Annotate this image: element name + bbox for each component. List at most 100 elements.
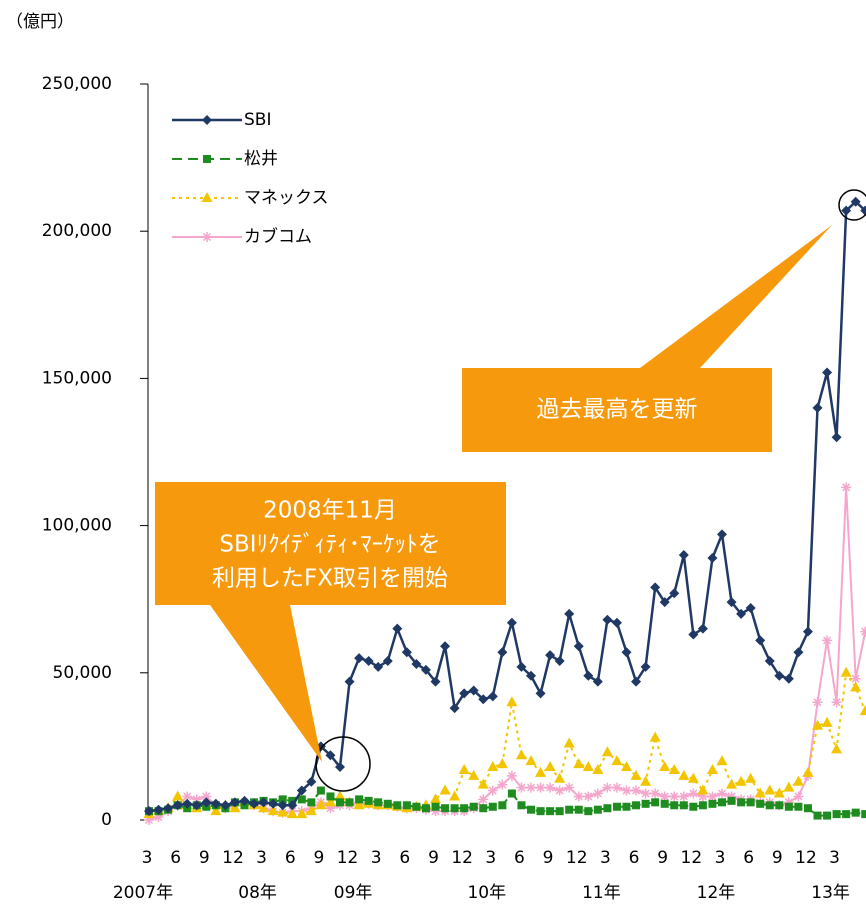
data-point [850,196,861,207]
data-point [325,750,336,761]
data-point [468,685,479,696]
data-point [707,791,718,802]
data-point [421,804,430,813]
data-point [324,796,336,807]
callout [462,225,832,452]
data-point [584,807,593,816]
unit-label: （億円） [6,12,74,32]
data-point [812,402,823,413]
data-point [621,785,632,796]
data-point [527,805,535,814]
x-tick-label: 9 [428,848,439,868]
data-point [297,795,306,804]
data-point [678,769,690,780]
data-point [277,800,288,811]
data-point [573,641,584,652]
data-point [516,661,527,672]
data-point [153,812,164,823]
data-point [823,811,832,820]
data-point [564,608,575,619]
data-point [726,597,737,608]
data-point [478,694,489,705]
data-point [631,676,642,687]
data-point [641,799,650,808]
data-point [153,804,164,815]
legend-marker [202,232,212,242]
data-point [574,805,583,814]
data-point [191,800,202,811]
data-point [334,790,346,801]
data-point [249,798,260,809]
data-point [622,802,631,811]
legend-label: SBI [244,110,271,130]
data-point [182,791,193,802]
data-point [726,791,737,802]
data-point [756,799,765,808]
data-point [497,779,508,790]
data-point [210,798,221,809]
data-point [296,808,308,819]
x-tick-label: 9 [199,848,210,868]
data-point [592,763,604,774]
data-point [535,766,547,777]
data-point [449,703,460,714]
data-point [144,806,154,817]
data-point [468,769,480,780]
data-point [182,798,193,809]
data-point [172,790,184,801]
data-point [191,794,202,805]
data-point [611,755,623,766]
series-line [148,200,866,813]
data-point [163,803,174,814]
highlight-circle [315,736,371,792]
data-point [669,791,680,802]
data-point [688,629,699,640]
data-point [554,656,565,667]
x-tick-label: 12 [222,848,244,868]
x-tick-label: 12 [337,848,359,868]
data-point [220,800,231,811]
data-point [382,656,393,667]
data-point [354,653,365,664]
data-point [640,788,651,799]
data-point [812,719,823,730]
y-tick-label: 50,000 [53,663,112,683]
data-point [697,623,708,634]
x-year-label: 08年 [238,883,277,903]
data-point [477,778,489,789]
data-point [441,804,450,813]
data-point [707,552,718,563]
data-point [601,746,613,757]
data-point [430,793,441,804]
x-year-label: 10年 [467,883,506,903]
x-tick-label: 3 [371,848,382,868]
data-point [564,782,575,793]
data-point [287,800,298,811]
data-point [859,705,866,716]
data-point [783,797,794,808]
data-point [326,792,335,801]
data-point [659,761,671,772]
x-tick-label: 9 [313,848,324,868]
data-point [746,798,755,807]
data-point [678,550,689,561]
data-point [745,603,756,614]
data-point [593,805,602,814]
data-point [773,787,785,798]
data-point [831,743,843,754]
data-point [822,635,833,646]
data-point [306,776,317,787]
data-point [201,797,212,808]
callout-text: 2008年11月 [263,498,397,524]
data-point [364,796,373,805]
data-point [373,661,384,672]
data-point [679,801,688,810]
data-point [268,798,279,809]
x-tick-label: 12 [566,848,588,868]
data-point [592,676,603,687]
data-point [267,805,279,816]
data-point [229,797,240,808]
data-point [611,617,622,628]
data-point [460,804,469,813]
data-point [793,647,804,658]
